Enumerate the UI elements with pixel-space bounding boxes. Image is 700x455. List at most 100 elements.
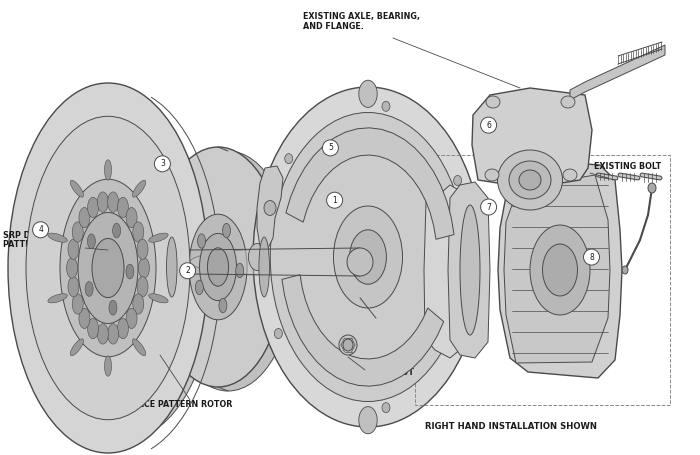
Ellipse shape [109, 300, 117, 315]
Text: 8: 8 [589, 253, 594, 262]
Ellipse shape [72, 222, 83, 242]
Ellipse shape [333, 206, 402, 308]
Ellipse shape [259, 237, 270, 297]
Ellipse shape [104, 356, 111, 376]
Ellipse shape [139, 258, 150, 278]
Ellipse shape [133, 222, 144, 242]
Ellipse shape [152, 147, 284, 387]
Ellipse shape [530, 225, 590, 315]
Ellipse shape [132, 180, 146, 197]
Ellipse shape [274, 329, 282, 339]
Polygon shape [257, 166, 283, 248]
Polygon shape [498, 160, 622, 378]
Ellipse shape [207, 248, 229, 286]
Ellipse shape [167, 237, 177, 297]
Text: HP PLAIN FACE PATTERN ROTOR: HP PLAIN FACE PATTERN ROTOR [88, 400, 232, 409]
Ellipse shape [219, 298, 227, 313]
Ellipse shape [88, 234, 95, 249]
Circle shape [481, 117, 496, 133]
Ellipse shape [78, 212, 138, 324]
Ellipse shape [359, 407, 377, 434]
Ellipse shape [454, 176, 461, 186]
Polygon shape [472, 88, 592, 188]
Ellipse shape [132, 339, 146, 356]
Ellipse shape [126, 264, 134, 279]
Ellipse shape [189, 214, 247, 320]
Ellipse shape [563, 169, 577, 181]
Text: 6: 6 [486, 121, 491, 130]
Polygon shape [282, 275, 444, 386]
Bar [415, 155, 670, 405]
Ellipse shape [108, 192, 118, 212]
Ellipse shape [253, 87, 483, 427]
Ellipse shape [85, 282, 93, 296]
Circle shape [33, 222, 48, 238]
Ellipse shape [92, 238, 124, 298]
Ellipse shape [48, 294, 67, 303]
Ellipse shape [70, 339, 83, 356]
Ellipse shape [223, 223, 230, 238]
Circle shape [323, 140, 338, 156]
Ellipse shape [270, 112, 466, 401]
Polygon shape [570, 45, 665, 100]
Ellipse shape [197, 234, 206, 248]
Ellipse shape [79, 308, 90, 329]
Ellipse shape [8, 83, 208, 453]
Text: EXISTING NUT: EXISTING NUT [350, 368, 414, 377]
Ellipse shape [382, 101, 390, 111]
Ellipse shape [118, 318, 129, 339]
Text: 7: 7 [486, 202, 491, 212]
Ellipse shape [108, 324, 118, 344]
Ellipse shape [118, 197, 129, 217]
Ellipse shape [264, 201, 276, 216]
Polygon shape [286, 128, 454, 239]
Ellipse shape [460, 205, 480, 335]
Circle shape [155, 156, 170, 172]
Ellipse shape [113, 223, 120, 238]
Ellipse shape [236, 263, 244, 278]
Ellipse shape [486, 96, 500, 108]
Ellipse shape [60, 179, 156, 357]
Text: 1: 1 [332, 196, 337, 205]
Ellipse shape [88, 318, 99, 339]
Ellipse shape [133, 294, 144, 314]
Ellipse shape [542, 244, 578, 296]
Ellipse shape [195, 280, 203, 294]
Ellipse shape [72, 294, 83, 314]
Polygon shape [504, 175, 610, 363]
Ellipse shape [498, 150, 563, 210]
Ellipse shape [104, 160, 111, 180]
Ellipse shape [485, 169, 499, 181]
Ellipse shape [148, 294, 168, 303]
Ellipse shape [162, 151, 294, 391]
Text: EXISTING BOLT: EXISTING BOLT [594, 162, 662, 171]
Circle shape [327, 192, 342, 208]
Ellipse shape [648, 183, 656, 193]
Text: RIGHT HAND INSTALLATION SHOWN: RIGHT HAND INSTALLATION SHOWN [425, 422, 597, 431]
Ellipse shape [622, 266, 628, 274]
Ellipse shape [359, 80, 377, 107]
Ellipse shape [26, 116, 190, 420]
Ellipse shape [509, 161, 551, 199]
Ellipse shape [454, 329, 461, 339]
Ellipse shape [126, 308, 137, 329]
Ellipse shape [137, 239, 148, 259]
Ellipse shape [285, 154, 293, 164]
Ellipse shape [190, 249, 360, 275]
Polygon shape [424, 185, 464, 358]
Circle shape [180, 263, 195, 279]
Ellipse shape [137, 277, 148, 297]
Ellipse shape [68, 277, 79, 297]
Ellipse shape [469, 243, 488, 271]
Ellipse shape [148, 233, 168, 242]
Ellipse shape [561, 96, 575, 108]
Circle shape [481, 199, 496, 215]
Ellipse shape [126, 207, 137, 228]
Text: EXISTING AXLE, BEARING,
AND FLANGE.: EXISTING AXLE, BEARING, AND FLANGE. [303, 12, 420, 31]
Ellipse shape [79, 207, 90, 228]
Ellipse shape [248, 243, 267, 271]
Text: SRP DRILLED/SLOTTED
PATTERN ROTOR: SRP DRILLED/SLOTTED PATTERN ROTOR [3, 230, 106, 249]
Ellipse shape [66, 258, 78, 278]
Ellipse shape [38, 113, 214, 439]
Ellipse shape [347, 248, 373, 276]
